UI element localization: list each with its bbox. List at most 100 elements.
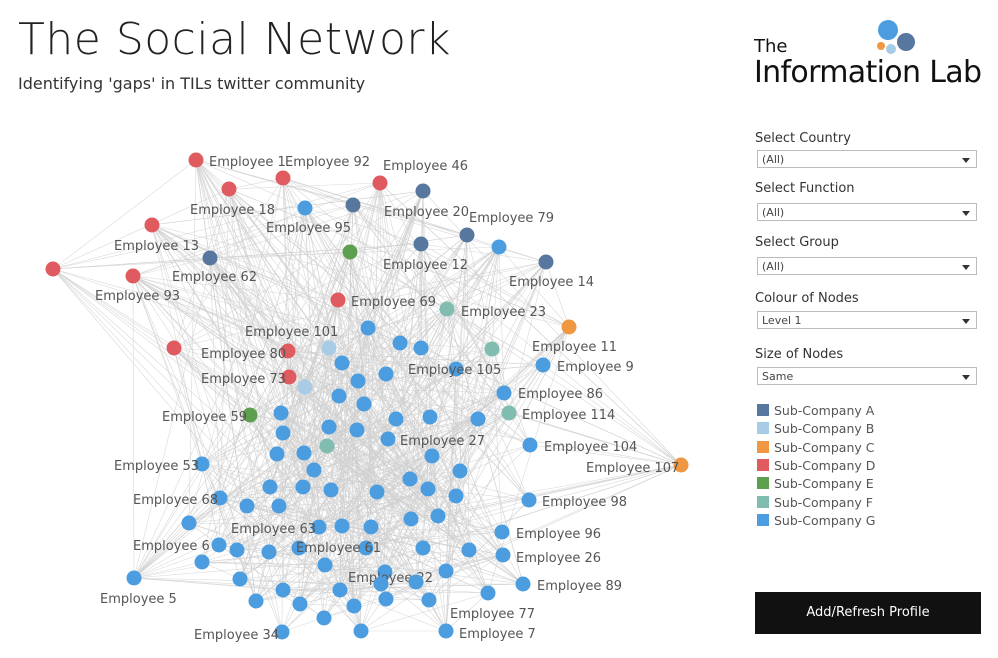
node [317,557,333,573]
edge [228,177,284,190]
edge [545,261,570,328]
node [538,254,554,270]
node [291,540,307,556]
edge [288,376,362,632]
node [439,301,455,317]
edge [269,347,330,488]
edge [349,251,431,418]
edge [298,547,430,601]
edge [228,188,397,420]
edge [236,488,429,551]
node [494,524,510,540]
node-label: Employee 9 [557,360,634,375]
edge [339,326,570,591]
logo-text: The [753,36,787,57]
legend-swatch [757,422,769,435]
edge [133,380,359,579]
node [353,623,369,639]
edge [188,159,197,524]
node [262,479,278,495]
edge [303,342,401,454]
edge [341,444,531,527]
filter-dropdown[interactable]: (All) [757,203,977,221]
edge [195,159,300,549]
filter-dropdown[interactable]: (All) [757,257,977,275]
node [388,411,404,427]
node [496,385,512,401]
edge [353,368,457,607]
edge [304,190,424,388]
node-label: Employee 34 [194,628,279,643]
edge [445,592,489,632]
node-label: Employee 7 [459,627,536,642]
edge [352,204,682,466]
edge [303,182,381,454]
node-label: Employee 61 [296,541,381,556]
refresh-button[interactable]: Add/Refresh Profile [755,592,981,634]
legend-text: Sub-Company A [774,403,875,418]
edge [278,445,328,507]
edge [299,554,504,605]
edge [466,234,510,414]
node [413,236,429,252]
edge [132,275,203,465]
edge [52,268,424,549]
edge [151,224,378,493]
edge [132,275,135,579]
edge [151,224,387,600]
edge [304,386,412,520]
node [415,540,431,556]
edge [281,547,367,633]
edge [151,190,424,226]
node [378,591,394,607]
node [332,582,348,598]
node [239,498,255,514]
node [438,623,454,639]
edge [151,224,257,602]
node [212,490,228,506]
edge [133,299,339,579]
edge [282,177,493,350]
edge [455,261,547,370]
filter-dropdown[interactable]: Level 1 [757,311,977,329]
edge [195,159,447,632]
node-label: Employee 107 [586,461,679,476]
legend-swatch [757,477,769,490]
filter-dropdown[interactable]: (All) [757,150,977,168]
edge [133,497,221,579]
edge [195,159,306,209]
edge [428,499,530,601]
edge [218,364,544,546]
edge [173,243,422,349]
edge [278,505,424,549]
node-label: Employee 69 [351,295,436,310]
edge [429,392,505,418]
node [232,571,248,587]
edge [132,275,339,301]
node-label: Employee 46 [383,159,468,174]
edge [304,207,369,329]
edge [352,204,547,263]
logo: The Information Lab [753,20,982,90]
edge [151,224,433,457]
edge [278,376,290,507]
node [392,335,408,351]
node-label: Employee 1 [209,155,286,170]
node-label: Employee 86 [518,387,603,402]
edge [542,364,682,466]
edge [422,547,524,585]
edge [446,308,682,466]
edge [356,429,489,594]
edge [337,299,343,364]
node [126,570,142,586]
node-label: Employee 63 [231,522,316,537]
edge [52,268,505,394]
edge [219,497,341,591]
edge [415,464,682,583]
edge [219,497,326,566]
edge [282,589,355,607]
node-label: Employee 105 [408,363,501,378]
legend-item: Sub-Company D [757,458,875,473]
filter-dropdown[interactable]: Same [757,367,977,385]
edge [288,204,354,378]
